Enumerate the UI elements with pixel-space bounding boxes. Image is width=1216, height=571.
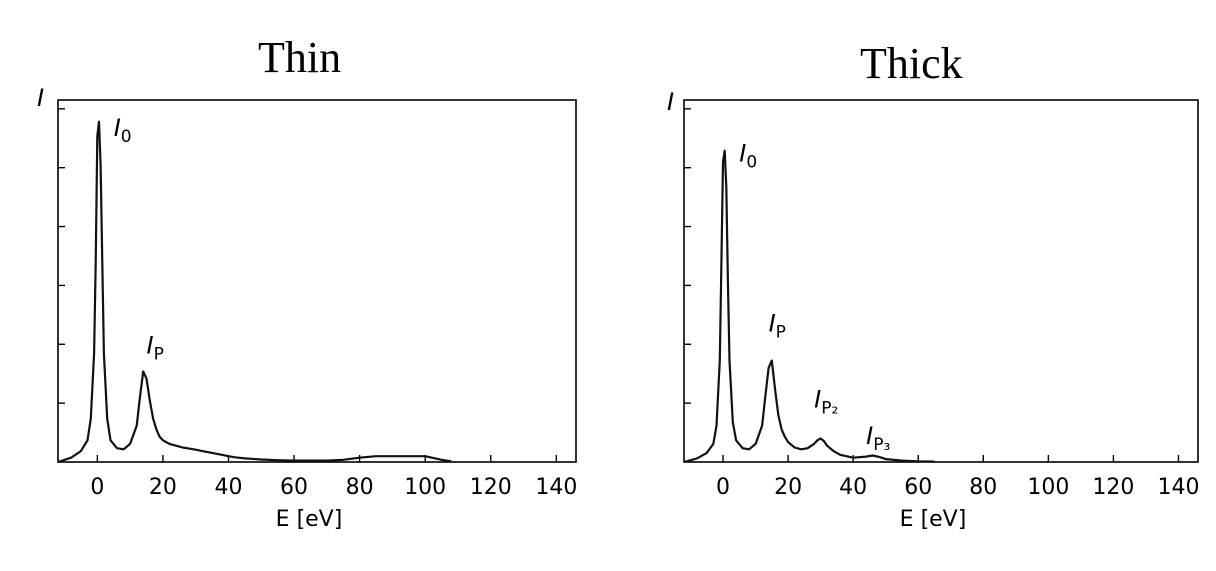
chart-title-thin: Thin: [258, 33, 342, 82]
plot-frame-thick: [683, 99, 1199, 463]
chart-thin: 0 20 40 60 80 100 120 140 E [eV] I I0 IP: [37, 84, 577, 532]
x-tick-label-thin: 0: [90, 475, 104, 500]
x-tick-label-thin: 140: [535, 475, 577, 500]
x-axis-label-thin: E [eV]: [276, 507, 343, 532]
x-tick-label-thick: 60: [904, 475, 932, 500]
peak-annotation-thick: IP₃: [866, 422, 890, 455]
chart-thick: 0 20 40 60 80 100 120 140 E [eV] I I0 IP IP₂ IP₃: [667, 88, 1199, 532]
x-axis-label-thick: E [eV]: [900, 507, 967, 532]
x-tick-label-thin: 120: [470, 475, 512, 500]
peak-annotation-thin: IP: [147, 331, 164, 364]
x-tick-label-thick: 100: [1027, 475, 1069, 500]
x-tick-label-thin: 100: [404, 475, 446, 500]
chart-title-thick: Thick: [860, 39, 963, 88]
y-axis-label-thin: I: [37, 84, 44, 112]
x-tick-label-thin: 80: [346, 475, 374, 500]
plot-frame-thin: [57, 99, 577, 463]
x-tick-label-thin: 40: [214, 475, 242, 500]
x-tick-label-thick: 40: [839, 475, 867, 500]
spectrum-line-thin: [57, 120, 452, 464]
peak-annotation-thick: I0: [739, 140, 757, 173]
x-tick-label-thick: 120: [1092, 475, 1134, 500]
x-tick-label-thick: 0: [716, 475, 730, 500]
x-tick-label-thin: 60: [280, 475, 308, 500]
spectrum-line-thick: [683, 149, 935, 464]
x-tick-label-thick: 80: [969, 475, 997, 500]
x-tick-label-thick: 20: [774, 475, 802, 500]
x-tick-label-thin: 20: [149, 475, 177, 500]
y-axis-label-thick: I: [667, 88, 674, 116]
peak-annotation-thick: IP: [769, 310, 786, 343]
peak-annotation-thin: I0: [114, 114, 132, 147]
peak-annotation-thick: IP₂: [814, 386, 838, 419]
x-tick-label-thick: 140: [1157, 475, 1199, 500]
